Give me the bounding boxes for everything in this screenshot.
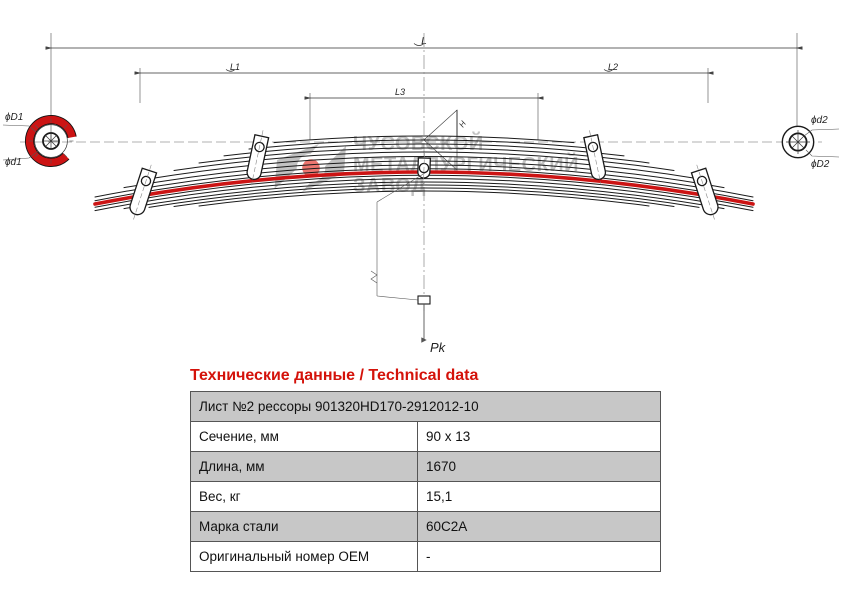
svg-text:ϕd1: ϕd1 <box>5 157 22 168</box>
svg-text:ϕD2: ϕD2 <box>811 159 830 170</box>
svg-text:L2: L2 <box>608 62 618 72</box>
svg-text:H: H <box>457 119 468 129</box>
svg-text:L3: L3 <box>395 87 405 97</box>
svg-text:ЧУСОВСКОЙ: ЧУСОВСКОЙ <box>353 131 484 155</box>
svg-text:ϕD1: ϕD1 <box>5 112 23 123</box>
svg-text:Pk: Pk <box>430 340 447 355</box>
svg-text:L1: L1 <box>230 62 240 72</box>
svg-text:ϕd2: ϕd2 <box>811 115 828 126</box>
